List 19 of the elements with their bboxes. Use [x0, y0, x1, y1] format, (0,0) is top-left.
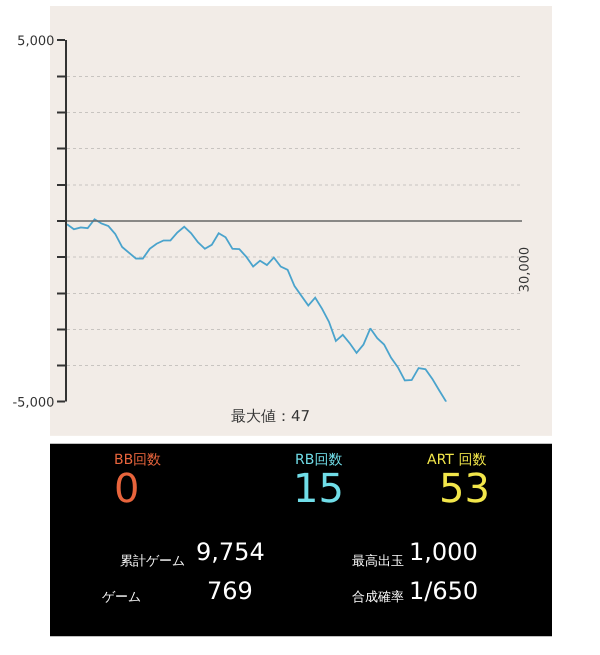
y-tick-label: 5,000: [17, 34, 54, 49]
annotation: 30,000: [518, 246, 533, 292]
text: 累計ゲーム: [120, 554, 185, 569]
text: ゲーム: [102, 590, 141, 605]
text: RB回数: [295, 452, 342, 468]
y-tick-label: -5,000: [12, 395, 54, 410]
text: 合成確率: [352, 589, 404, 605]
text: 0: [114, 466, 140, 512]
text: 最大値：47: [231, 407, 310, 425]
text: 769: [207, 577, 253, 605]
text: 1/650: [409, 577, 478, 605]
text: ART 回数: [427, 452, 486, 468]
text: BB回数: [114, 452, 162, 468]
text: 53: [439, 466, 490, 512]
line-series: [67, 218, 448, 402]
text: 9,754: [196, 538, 265, 566]
text: 1,000: [409, 538, 478, 566]
text: 15: [293, 466, 344, 512]
text: 最高出玉: [352, 553, 404, 569]
